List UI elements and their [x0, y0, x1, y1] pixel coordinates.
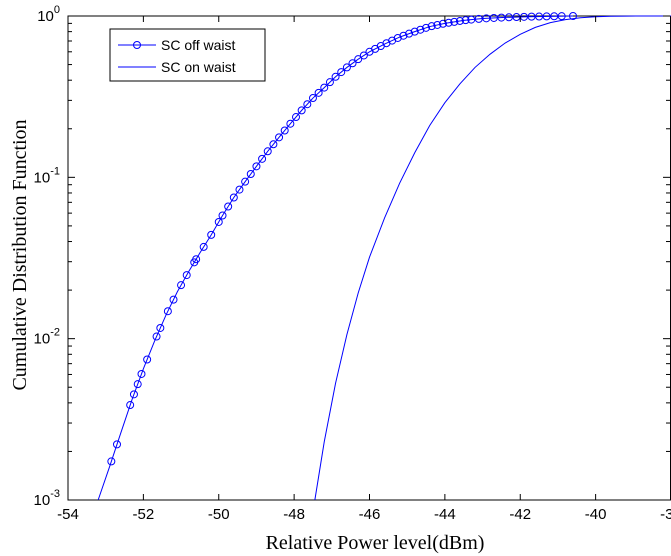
series-marker	[433, 20, 442, 29]
series-marker	[224, 202, 233, 211]
series-marker	[337, 68, 346, 77]
x-tick-label: -38	[660, 506, 671, 523]
series-marker	[112, 440, 121, 449]
series-marker	[342, 63, 351, 72]
series-marker	[354, 55, 363, 64]
series-marker	[320, 83, 329, 92]
series-marker	[207, 230, 216, 239]
x-tick-label: -48	[283, 506, 305, 523]
series-marker	[258, 154, 267, 163]
y-tick-label: 10-2	[34, 327, 60, 348]
series-marker	[269, 140, 278, 149]
series-marker	[359, 51, 368, 60]
series-marker	[137, 369, 146, 378]
series-marker	[308, 94, 317, 103]
x-tick-label: -54	[57, 506, 79, 523]
y-tick-label: 10-3	[34, 488, 60, 509]
x-axis-ticks: -54 -52 -50 -48 -46 -44 -42 -40 -38	[57, 16, 671, 523]
series-marker	[199, 242, 208, 251]
series-marker	[133, 380, 142, 389]
series-marker	[280, 126, 289, 135]
series-marker	[241, 177, 250, 186]
series-marker	[126, 401, 135, 410]
series-marker	[129, 390, 138, 399]
series-marker	[177, 281, 186, 290]
series-marker	[504, 13, 513, 22]
legend-box	[109, 28, 266, 82]
series-line-0	[97, 15, 574, 501]
series-marker	[489, 13, 498, 22]
series-marker	[156, 323, 165, 332]
x-tick-label: -52	[133, 506, 155, 523]
x-tick-label: -42	[509, 506, 531, 523]
x-tick-label: -50	[208, 506, 230, 523]
x-axis-label: Relative Power level(dBm)	[266, 532, 485, 554]
series-marker	[455, 16, 464, 25]
y-axis-ticks: 10-3 10-2 10-1 100	[34, 4, 670, 509]
series-marker	[292, 113, 301, 122]
series-marker	[497, 13, 506, 22]
series-marker	[252, 162, 261, 171]
series-marker	[331, 72, 340, 81]
series-marker	[107, 457, 116, 466]
series-marker	[182, 271, 191, 280]
series-marker	[405, 29, 414, 38]
series-marker	[482, 14, 491, 23]
series-marker	[535, 12, 544, 21]
series-marker	[314, 88, 323, 97]
series-marker	[410, 27, 419, 36]
series-marker	[427, 22, 436, 31]
series-marker	[474, 14, 483, 23]
legend-label-sc-on-waist: SC on waist	[161, 59, 236, 75]
x-tick-label: -44	[434, 506, 456, 523]
series-marker	[450, 17, 459, 26]
series-layer	[97, 12, 671, 501]
series-marker	[286, 119, 295, 128]
x-tick-label: -46	[359, 506, 381, 523]
legend: SC off waist SC on waist	[109, 28, 266, 82]
series-marker	[557, 12, 566, 21]
series-marker	[275, 133, 284, 142]
series-marker	[416, 25, 425, 34]
series-marker	[235, 185, 244, 194]
series-marker	[348, 59, 357, 68]
series-marker	[192, 255, 201, 264]
series-marker	[218, 211, 227, 220]
series-marker	[399, 31, 408, 40]
plot-area: -54 -52 -50 -48 -46 -44 -42 -40 -38 10-3 10-2 10-1…	[34, 4, 671, 523]
y-axis-label: Cumulative Distribution Function	[9, 119, 31, 390]
series-marker	[444, 18, 453, 27]
series-marker	[438, 19, 447, 28]
series-marker	[246, 170, 255, 178]
y-tick-label: 10-1	[34, 165, 60, 186]
series-marker	[325, 78, 334, 87]
series-marker	[461, 16, 470, 25]
x-tick-label: -40	[585, 506, 607, 523]
series-marker	[229, 193, 238, 202]
series-marker	[143, 355, 152, 364]
series-line-1	[314, 15, 671, 501]
legend-marker-sc-off-waist	[133, 41, 141, 49]
series-marker	[214, 217, 223, 226]
series-marker	[263, 147, 272, 156]
series-marker	[542, 12, 551, 21]
series-marker	[550, 12, 559, 21]
series-marker	[422, 23, 431, 32]
y-tick-label: 100	[37, 4, 60, 25]
series-marker	[297, 106, 306, 115]
series-marker	[169, 295, 178, 304]
series-marker	[467, 15, 476, 24]
series-marker	[527, 12, 536, 21]
series-marker	[569, 12, 578, 20]
series-marker	[393, 33, 402, 42]
legend-label-sc-off-waist: SC off waist	[161, 37, 236, 53]
series-marker	[303, 100, 312, 109]
series-marker	[163, 307, 172, 316]
series-marker	[152, 332, 161, 341]
